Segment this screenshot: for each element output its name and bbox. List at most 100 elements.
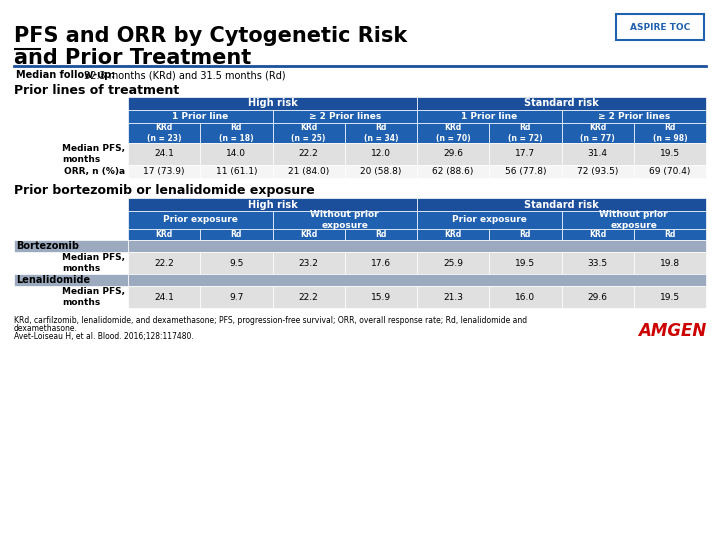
Text: 21 (84.0): 21 (84.0) (288, 167, 329, 176)
Text: Prior exposure: Prior exposure (452, 215, 527, 225)
Text: KRd
(n = 23): KRd (n = 23) (147, 123, 181, 143)
Bar (345, 143, 417, 165)
Bar (200, 286, 272, 308)
Bar (345, 123, 417, 143)
Bar (562, 123, 634, 143)
Bar (128, 229, 200, 240)
Bar (417, 110, 562, 123)
Bar (272, 110, 417, 123)
Bar (128, 252, 200, 274)
Bar (562, 143, 634, 165)
Bar (200, 165, 272, 178)
Text: 69 (70.4): 69 (70.4) (649, 167, 690, 176)
Bar (490, 123, 562, 143)
Bar (128, 240, 706, 252)
Text: Without prior
exposure: Without prior exposure (310, 210, 379, 230)
Text: KRd, carfilzomib, lenalidomide, and dexamethasone; PFS, progression-free surviva: KRd, carfilzomib, lenalidomide, and dexa… (14, 316, 527, 325)
Text: Median PFS,
months: Median PFS, months (62, 253, 125, 273)
Text: Bortezomib: Bortezomib (16, 241, 79, 251)
Text: 16.0: 16.0 (516, 293, 536, 301)
Text: KRd: KRd (300, 230, 318, 239)
Bar (562, 110, 706, 123)
Text: ORR, n (%)a: ORR, n (%)a (64, 167, 125, 176)
Bar (128, 97, 417, 110)
Bar (634, 286, 706, 308)
Text: 62 (88.6): 62 (88.6) (433, 167, 474, 176)
Text: 1 Prior line: 1 Prior line (461, 112, 518, 121)
Bar (128, 165, 200, 178)
Text: Rd: Rd (375, 230, 387, 239)
Text: Rd
(n = 18): Rd (n = 18) (219, 123, 253, 143)
Bar (200, 229, 272, 240)
Bar (200, 143, 272, 165)
Text: Median follow-up:: Median follow-up: (16, 70, 115, 80)
Bar (345, 165, 417, 178)
Bar (616, 14, 704, 40)
Bar (634, 123, 706, 143)
Bar (417, 286, 490, 308)
Text: 9.5: 9.5 (229, 259, 243, 267)
Bar (272, 229, 345, 240)
Text: 32.3 months (KRd) and 31.5 months (Rd): 32.3 months (KRd) and 31.5 months (Rd) (81, 70, 286, 80)
Bar (417, 123, 490, 143)
Bar (417, 143, 490, 165)
Text: 22.2: 22.2 (299, 150, 318, 159)
Bar (562, 286, 634, 308)
Bar (490, 252, 562, 274)
Bar (417, 211, 562, 229)
Text: KRd
(n = 70): KRd (n = 70) (436, 123, 470, 143)
Text: Prior lines of treatment: Prior lines of treatment (14, 84, 179, 97)
Text: Prior bortezomib or lenalidomide exposure: Prior bortezomib or lenalidomide exposur… (14, 184, 315, 197)
Text: 9.7: 9.7 (229, 293, 243, 301)
Bar (417, 198, 706, 211)
Text: KRd
(n = 25): KRd (n = 25) (292, 123, 326, 143)
Bar (490, 165, 562, 178)
Text: Median PFS,
months: Median PFS, months (62, 287, 125, 307)
Text: 19.8: 19.8 (660, 259, 680, 267)
Text: Rd
(n = 34): Rd (n = 34) (364, 123, 398, 143)
Text: AMGEN: AMGEN (638, 322, 706, 340)
Bar (14, 240, 128, 252)
Text: KRd: KRd (444, 230, 462, 239)
Bar (128, 198, 417, 211)
Bar (128, 110, 272, 123)
Text: ASPIRE TOC: ASPIRE TOC (630, 23, 690, 31)
Text: Standard risk: Standard risk (524, 199, 599, 210)
Text: Lenalidomide: Lenalidomide (16, 275, 90, 285)
Bar (417, 97, 706, 110)
Text: dexamethasone.: dexamethasone. (14, 324, 78, 333)
Bar (634, 165, 706, 178)
Text: Without prior
exposure: Without prior exposure (600, 210, 668, 230)
Bar (490, 143, 562, 165)
Text: and Prior Treatment: and Prior Treatment (14, 48, 251, 68)
Bar (128, 143, 200, 165)
Text: 72 (93.5): 72 (93.5) (577, 167, 618, 176)
Text: ≥ 2 Prior lines: ≥ 2 Prior lines (598, 112, 670, 121)
Bar (634, 252, 706, 274)
Bar (272, 123, 345, 143)
Bar (200, 123, 272, 143)
Bar (128, 286, 200, 308)
Text: 17 (73.9): 17 (73.9) (143, 167, 185, 176)
Text: 1 Prior line: 1 Prior line (172, 112, 228, 121)
Text: 17.6: 17.6 (371, 259, 391, 267)
Text: Median PFS,
months: Median PFS, months (62, 144, 125, 164)
Text: 20 (58.8): 20 (58.8) (360, 167, 402, 176)
Text: Prior exposure: Prior exposure (163, 215, 238, 225)
Text: 25.9: 25.9 (443, 259, 463, 267)
Text: 17.7: 17.7 (516, 150, 536, 159)
Text: Rd
(n = 72): Rd (n = 72) (508, 123, 543, 143)
Text: KRd: KRd (589, 230, 606, 239)
Text: Rd: Rd (664, 230, 675, 239)
Bar (345, 286, 417, 308)
Text: 56 (77.8): 56 (77.8) (505, 167, 546, 176)
Bar (345, 252, 417, 274)
Text: 23.2: 23.2 (299, 259, 318, 267)
Bar (417, 252, 490, 274)
Bar (272, 143, 345, 165)
Text: Rd: Rd (230, 230, 242, 239)
Bar (490, 229, 562, 240)
Text: High risk: High risk (248, 199, 297, 210)
Bar (128, 211, 272, 229)
Text: 12.0: 12.0 (371, 150, 391, 159)
